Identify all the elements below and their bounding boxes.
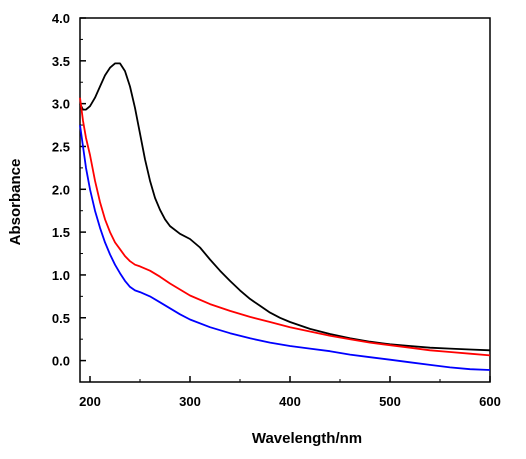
y-tick-label: 1.5 bbox=[52, 225, 70, 240]
y-axis-title: Absorbance bbox=[7, 159, 24, 246]
y-tick-label: 4.0 bbox=[52, 11, 70, 26]
y-tick-label: 0.0 bbox=[52, 354, 70, 369]
red-series-line bbox=[79, 97, 491, 357]
series-layer bbox=[79, 62, 491, 371]
plot-frame bbox=[79, 17, 491, 383]
y-axis-ticks: 0.0 0.5 1.0 1.5 2.0 2.5 3.0 3.5 4.0 bbox=[52, 11, 86, 369]
blue-series-line bbox=[79, 124, 491, 371]
x-tick-label: 400 bbox=[279, 394, 301, 409]
x-tick-label: 200 bbox=[79, 394, 101, 409]
y-tick-label: 0.5 bbox=[52, 311, 70, 326]
x-tick-label: 300 bbox=[179, 394, 201, 409]
y-tick-label: 2.0 bbox=[52, 182, 70, 197]
plot-border bbox=[79, 17, 491, 383]
x-tick-label: 500 bbox=[379, 394, 401, 409]
x-axis-ticks: 200 300 400 500 600 bbox=[79, 376, 501, 409]
y-tick-label: 2.5 bbox=[52, 139, 70, 154]
x-axis-title: Wavelength/nm bbox=[252, 430, 362, 447]
y-tick-label: 3.5 bbox=[52, 54, 70, 69]
black-series-line bbox=[79, 62, 491, 352]
x-tick-label: 600 bbox=[479, 394, 501, 409]
y-tick-label: 3.0 bbox=[52, 97, 70, 112]
y-tick-label: 1.0 bbox=[52, 268, 70, 283]
